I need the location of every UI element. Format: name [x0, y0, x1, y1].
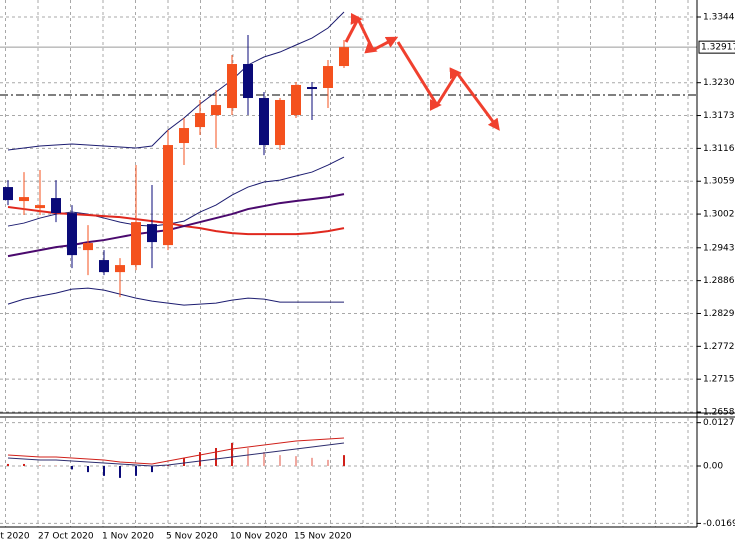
y-tick-label: 1.30590: [703, 177, 735, 187]
candle-body: [211, 105, 221, 116]
candle-body: [147, 224, 157, 243]
histogram-bar: [23, 463, 25, 466]
x-tick-label: 27 Oct 2020: [38, 532, 94, 542]
y-tick-label: 1.32300: [703, 78, 735, 88]
indicator-line: [7, 206, 345, 236]
x-tick-label: 23 Oct 2020: [0, 532, 30, 542]
candle-body: [51, 198, 61, 214]
indicator-line: [7, 442, 345, 467]
candle-body: [83, 243, 93, 251]
y-tick-label: 1.28865: [703, 276, 735, 286]
candle-body: [67, 213, 77, 256]
indicator-line: [7, 287, 344, 306]
y-tick-label: 1.27725: [703, 342, 735, 352]
histogram-bar: [231, 442, 233, 466]
candle-body: [99, 260, 109, 273]
candle-body: [307, 87, 317, 90]
y-tick-label: 1.29435: [703, 243, 735, 253]
histogram-bar: [87, 465, 89, 473]
x-tick-label: 15 Nov 2020: [294, 532, 352, 542]
histogram-bar: [55, 465, 57, 466]
histogram-bar: [279, 455, 281, 466]
candle-body: [179, 128, 189, 144]
indicator-line: [7, 193, 345, 258]
candle-body: [291, 84, 301, 116]
y-tick-label: 1.33440: [703, 12, 735, 22]
y-tick-label: 0.01276: [703, 418, 735, 428]
histogram-bar: [295, 456, 297, 466]
y-tick-label: -0.01690: [703, 519, 735, 529]
candle-body: [3, 187, 13, 201]
y-tick-label: 1.31160: [703, 144, 735, 154]
axes: 1.33440 1.32300 1.31730 1.31160 1.30590 1.300…: [0, 12, 735, 542]
candle-body: [195, 113, 205, 128]
candle-body: [323, 66, 333, 88]
candle-body: [131, 222, 141, 266]
candle-body: [275, 99, 285, 146]
x-tick-label: 10 Nov 2020: [230, 532, 288, 542]
y-tick-label: 1.27155: [703, 375, 735, 385]
x-tick-label: 5 Nov 2020: [166, 532, 218, 542]
candle-body: [259, 98, 269, 146]
histogram-bar: [327, 459, 329, 466]
y-tick-label: 1.31730: [703, 111, 735, 121]
x-tick-label: 1 Nov 2020: [102, 532, 154, 542]
candle-body: [339, 47, 349, 67]
indicator-line: [7, 437, 345, 465]
grid: [0, 0, 697, 527]
candle-body: [115, 265, 125, 273]
histogram-bar: [7, 463, 9, 466]
y-tick-label: 0.00: [703, 461, 723, 471]
histogram-bar: [311, 457, 313, 466]
y-tick-label: 1.30020: [703, 210, 735, 220]
candle-body: [243, 64, 253, 99]
histogram-bar: [263, 452, 265, 466]
candle-body: [35, 205, 45, 209]
indicator-line: [7, 11, 345, 151]
histogram-bar: [215, 447, 217, 466]
histogram-bar: [183, 457, 185, 466]
histogram-bar: [71, 465, 73, 470]
histogram-bar: [199, 452, 201, 466]
y-tick-label: 1.28295: [703, 309, 735, 319]
current-price-box: [698, 40, 735, 54]
current-price-label: 1.32917: [701, 43, 735, 53]
candle-body: [163, 145, 173, 246]
histogram-bar: [343, 455, 345, 466]
histogram-bar: [151, 465, 153, 473]
histogram-bar: [39, 464, 41, 466]
histogram-bar: [135, 465, 137, 476]
y-tick-label: 1.26585: [703, 408, 735, 418]
plot-area: [0, 11, 697, 478]
annotation-arrow: [344, 12, 399, 54]
histogram-bar: [103, 465, 105, 476]
histogram-bar: [119, 465, 121, 478]
candle-body: [19, 197, 29, 202]
histogram-bar: [247, 447, 249, 466]
candle-body: [227, 64, 237, 109]
annotation-arrow: [396, 41, 500, 131]
